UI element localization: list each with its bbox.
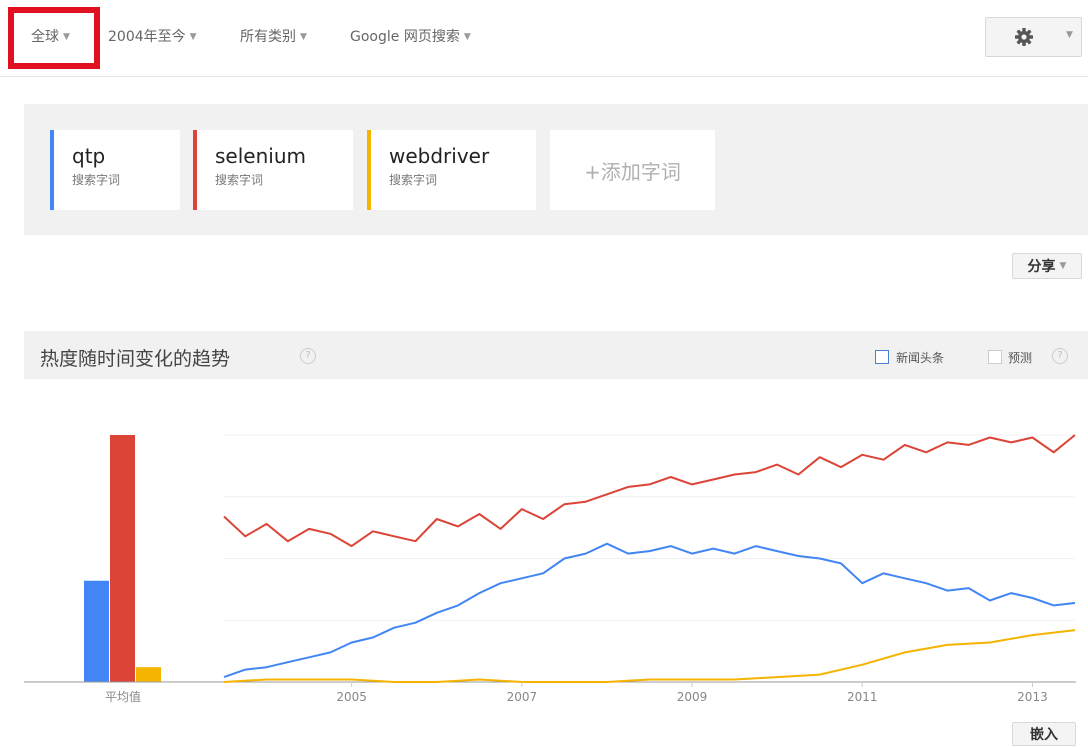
term-card-qtp[interactable]: qtp 搜索字词 [50, 130, 180, 210]
term-name: qtp [72, 144, 106, 168]
category-filter[interactable]: 所有类别 ▼ [240, 26, 307, 46]
x-tick-label: 2007 [507, 690, 538, 704]
series-line-webdriver [223, 629, 1076, 683]
series-line-selenium [223, 434, 1076, 548]
caret-down-icon: ▼ [189, 32, 197, 42]
help-icon[interactable]: ? [1052, 348, 1068, 364]
search-type-filter[interactable]: Google 网页搜索 ▼ [350, 26, 471, 46]
series-line-qtp [223, 542, 1076, 679]
caret-down-icon: ▼ [300, 32, 307, 42]
caret-down-icon: ▼ [1059, 261, 1067, 271]
term-type-label: 搜索字词 [72, 173, 121, 187]
region-highlight-box [8, 7, 100, 69]
embed-button[interactable]: 嵌入 [1012, 722, 1076, 746]
embed-label: 嵌入 [1030, 727, 1058, 743]
x-tick-label: 2013 [1017, 690, 1048, 704]
caret-down-icon: ▼ [63, 32, 70, 42]
average-bar-selenium [110, 435, 135, 682]
term-type-label: 搜索字词 [389, 173, 438, 187]
x-tick-label: 2011 [847, 690, 878, 704]
average-bar-webdriver [136, 667, 161, 682]
term-color-bar [193, 130, 197, 210]
x-tick-label: 2005 [336, 690, 367, 704]
region-filter-label: 全球 [31, 29, 59, 45]
term-color-bar [367, 130, 371, 210]
trend-chart: 2005 2007 2009 2011 2013 平均值 [24, 434, 1076, 704]
time-filter[interactable]: 2004年至今 ▼ [108, 26, 197, 46]
help-icon[interactable]: ? [300, 348, 316, 364]
search-type-filter-label: Google 网页搜索 [350, 29, 460, 45]
gear-icon [1015, 28, 1033, 46]
caret-down-icon: ▼ [1066, 30, 1073, 40]
average-label: 平均值 [105, 689, 141, 704]
news-headlines-checkbox[interactable] [875, 350, 889, 364]
add-term-button[interactable]: +添加字词 [550, 130, 715, 210]
settings-button[interactable]: ▼ [985, 17, 1082, 57]
trend-section-header [24, 331, 1088, 379]
x-tick-label: 2009 [677, 690, 708, 704]
top-divider [0, 76, 1088, 77]
region-filter[interactable]: 全球 ▼ [31, 26, 70, 46]
forecast-label: 预测 [1008, 351, 1033, 365]
section-title: 热度随时间变化的趋势 [40, 348, 231, 370]
term-name: selenium [215, 144, 306, 168]
average-bar-qtp [84, 580, 109, 682]
category-filter-label: 所有类别 [240, 29, 296, 45]
time-filter-label: 2004年至今 [108, 29, 186, 45]
term-name: webdriver [389, 144, 490, 168]
term-card-selenium[interactable]: selenium 搜索字词 [193, 130, 353, 210]
term-card-webdriver[interactable]: webdriver 搜索字词 [367, 130, 536, 210]
share-label: 分享 [1027, 259, 1056, 275]
forecast-checkbox[interactable] [988, 350, 1002, 364]
share-button[interactable]: 分享 ▼ [1012, 253, 1082, 279]
term-type-label: 搜索字词 [215, 173, 264, 187]
term-color-bar [50, 130, 54, 210]
news-headlines-label: 新闻头条 [896, 351, 945, 365]
caret-down-icon: ▼ [463, 32, 471, 42]
